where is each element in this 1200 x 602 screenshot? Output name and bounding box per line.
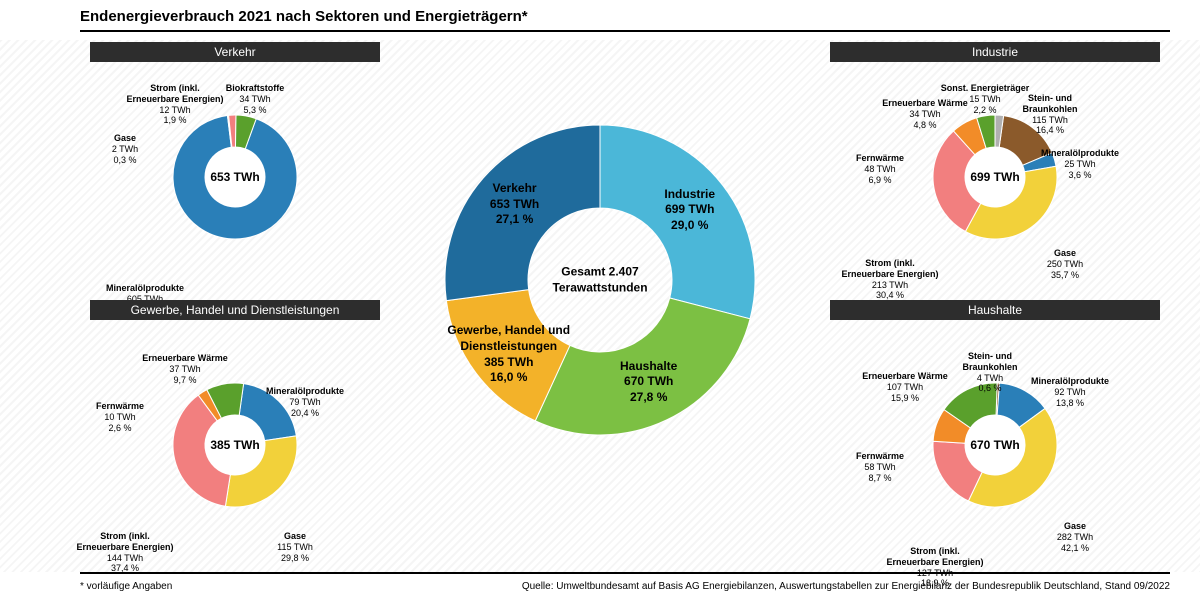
haushalte-title: Haushalte — [830, 300, 1160, 320]
verkehr-donut — [90, 62, 380, 292]
main-donut-panel: Gesamt 2.407 Terawattstunden Industrie69… — [420, 65, 780, 495]
main-donut — [420, 65, 780, 495]
slice-verkehr — [445, 125, 600, 301]
industrie-title: Industrie — [830, 42, 1160, 62]
industrie-panel: Industrie 699 TWh Stein- und Braunkohlen… — [830, 42, 1160, 292]
slice-gase — [225, 436, 297, 507]
top-rule — [80, 30, 1170, 32]
ghd-panel: Gewerbe, Handel und Dienstleistungen 385… — [90, 300, 380, 570]
haushalte-donut — [830, 320, 1160, 570]
source-text: Quelle: Umweltbundesamt auf Basis AG Ene… — [522, 581, 1170, 592]
verkehr-panel: Verkehr 653 TWh Mineralölprodukte605 TWh… — [90, 42, 380, 292]
footnote: * vorläufige Angaben — [80, 581, 172, 592]
bottom-rule — [80, 572, 1170, 574]
industrie-donut — [830, 62, 1160, 292]
slice-gase — [968, 408, 1057, 507]
slice-mineralölprodukte — [239, 384, 296, 441]
verkehr-title: Verkehr — [90, 42, 380, 62]
haushalte-panel: Haushalte 670 TWh Stein- und Braunkohlen… — [830, 300, 1160, 570]
slice-industrie — [600, 125, 755, 319]
ghd-donut — [90, 320, 380, 570]
ghd-title: Gewerbe, Handel und Dienstleistungen — [90, 300, 380, 320]
page-title: Endenergieverbrauch 2021 nach Sektoren u… — [80, 8, 528, 25]
slice-haushalte — [535, 298, 750, 435]
